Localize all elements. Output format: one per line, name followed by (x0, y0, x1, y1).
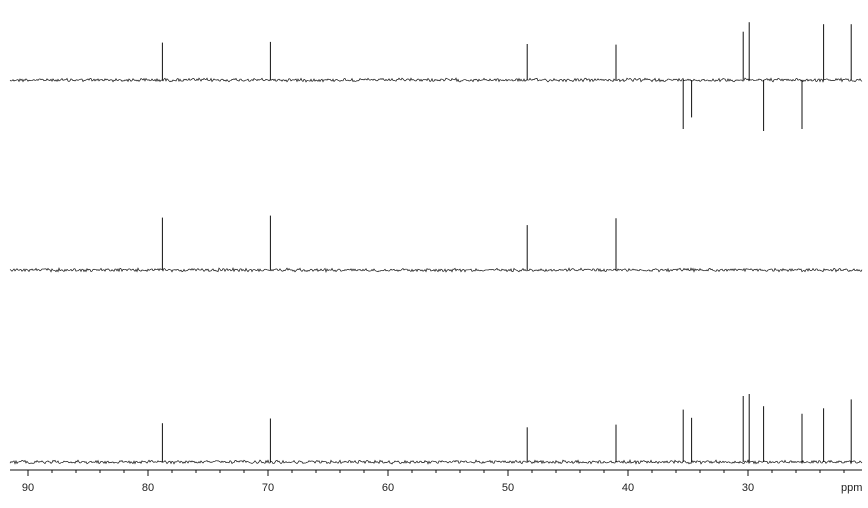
spectra-layer (9, 22, 863, 465)
spectrum-trace-2 (9, 215, 863, 274)
spectrum-trace-1 (9, 22, 863, 131)
spectrum-baseline-3 (9, 458, 863, 465)
spectrum-trace-3 (9, 394, 863, 465)
x-tick-label: 40 (622, 482, 634, 494)
x-tick-label: 70 (262, 482, 274, 494)
spectrum-baseline-1 (9, 77, 863, 83)
x-tick-label: 80 (142, 482, 154, 494)
x-axis-unit-label: ppm (841, 482, 862, 494)
x-tick-label: 50 (502, 482, 514, 494)
x-tick-label: 60 (382, 482, 394, 494)
x-tick-label: 30 (742, 482, 754, 494)
spectrum-baseline-2 (9, 267, 863, 274)
x-tick-label: 90 (22, 482, 34, 494)
x-axis: ppm 90 80 70 60 50 40 30 (10, 469, 862, 494)
